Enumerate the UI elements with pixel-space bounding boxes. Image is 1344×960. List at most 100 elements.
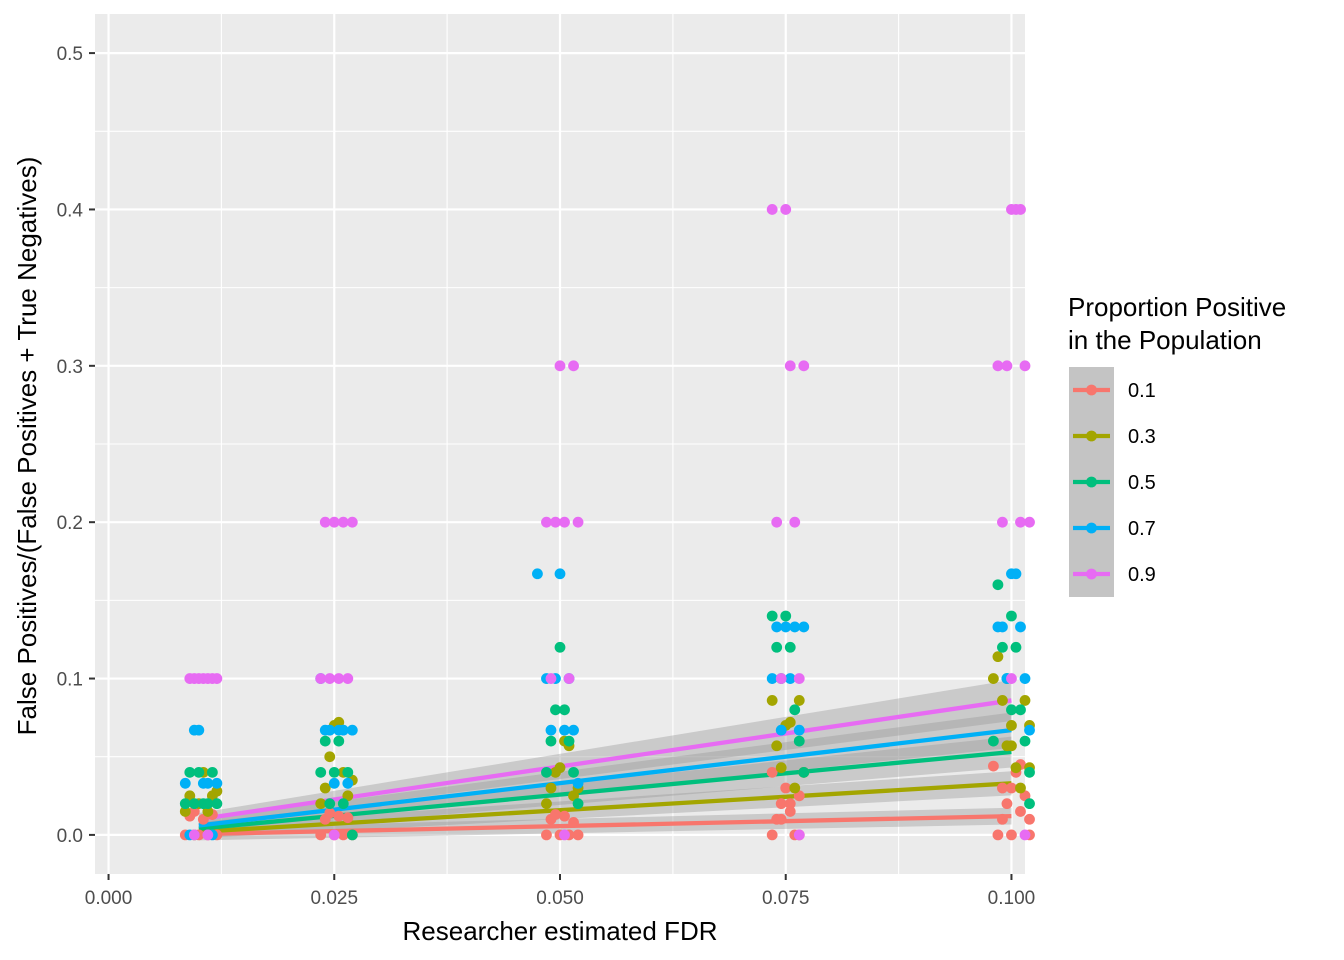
data-point	[188, 829, 200, 841]
data-point	[997, 695, 1008, 706]
legend-label: 0.3	[1128, 426, 1156, 448]
data-point	[202, 829, 214, 841]
data-point	[319, 782, 331, 794]
y-tick-label: 0.0	[57, 826, 83, 847]
data-point	[766, 673, 778, 684]
data-point	[568, 766, 579, 778]
data-point	[559, 810, 570, 822]
data-point	[1006, 740, 1017, 752]
data-point	[337, 798, 349, 810]
data-point	[342, 790, 354, 802]
data-point	[784, 360, 796, 372]
x-tick-label: 0.000	[85, 888, 133, 909]
data-point	[992, 579, 1004, 591]
data-point	[780, 621, 792, 633]
data-point	[188, 798, 200, 810]
data-point	[798, 360, 810, 372]
data-point	[997, 641, 1008, 653]
data-point	[789, 516, 801, 528]
x-tick-label: 0.100	[988, 888, 1036, 909]
data-point	[324, 798, 336, 810]
data-point	[328, 516, 340, 528]
data-point	[324, 751, 336, 763]
data-point	[541, 798, 552, 810]
legend-label: 0.9	[1128, 564, 1156, 586]
data-point	[775, 673, 787, 684]
y-tick-label: 0.4	[57, 200, 84, 221]
data-point	[324, 807, 336, 819]
data-point	[532, 568, 543, 580]
data-point	[766, 829, 778, 841]
data-point	[780, 204, 792, 215]
data-point	[206, 766, 218, 778]
data-point	[793, 790, 805, 802]
data-point	[798, 766, 810, 778]
data-point	[775, 724, 787, 736]
data-point	[992, 360, 1004, 372]
data-point	[184, 790, 196, 802]
data-point	[987, 735, 999, 747]
data-point	[1024, 724, 1035, 736]
data-point	[766, 695, 778, 706]
legend-key-point	[1086, 522, 1097, 534]
data-point	[324, 724, 336, 736]
data-point	[211, 673, 223, 684]
data-point	[793, 829, 805, 841]
data-point	[992, 829, 1004, 841]
data-point	[1019, 695, 1031, 706]
data-point	[1019, 790, 1031, 802]
data-point	[771, 516, 783, 528]
data-point	[1024, 813, 1035, 825]
data-point	[793, 724, 805, 736]
data-point	[545, 673, 557, 684]
data-point	[789, 621, 801, 633]
data-point	[568, 724, 579, 736]
data-point	[789, 782, 801, 794]
data-point	[784, 641, 796, 653]
trend-line	[198, 781, 1012, 834]
trend-line	[198, 728, 1012, 828]
data-point	[1015, 621, 1026, 633]
data-point	[1015, 704, 1026, 716]
data-point	[337, 724, 349, 736]
data-point	[179, 777, 191, 789]
y-axis-ticks: 0.0 0.1 0.2 0.3 0.4 0.5	[57, 44, 95, 847]
data-point	[766, 204, 778, 215]
data-point	[202, 777, 214, 789]
data-point	[793, 695, 805, 706]
data-point	[766, 766, 778, 778]
data-point	[1006, 829, 1017, 841]
data-point	[319, 735, 331, 747]
data-point	[1019, 673, 1031, 684]
data-point	[766, 610, 778, 622]
data-point	[1006, 782, 1017, 794]
data-point	[550, 516, 561, 528]
data-points	[179, 204, 1035, 841]
data-point	[997, 782, 1008, 794]
data-point	[1001, 798, 1013, 810]
data-point	[775, 798, 787, 810]
data-point	[315, 766, 327, 778]
data-point	[1015, 516, 1026, 528]
data-point	[1006, 704, 1017, 716]
data-point	[211, 785, 223, 797]
y-tick-label: 0.5	[57, 44, 83, 65]
data-point	[1010, 641, 1022, 653]
legend-key-point	[1086, 384, 1097, 396]
data-point	[337, 516, 349, 528]
x-axis-title: Researcher estimated FDR	[403, 916, 718, 946]
data-point	[202, 806, 214, 817]
data-point	[342, 777, 354, 789]
data-point	[346, 829, 358, 841]
data-point	[997, 621, 1008, 633]
data-point	[798, 621, 810, 633]
data-point	[1015, 806, 1026, 817]
data-point	[541, 829, 552, 841]
data-point	[211, 777, 223, 789]
data-point	[545, 735, 557, 747]
data-point	[559, 724, 570, 736]
data-point	[202, 798, 214, 810]
data-point	[1006, 720, 1017, 731]
data-point	[333, 716, 345, 728]
data-point	[568, 817, 579, 828]
